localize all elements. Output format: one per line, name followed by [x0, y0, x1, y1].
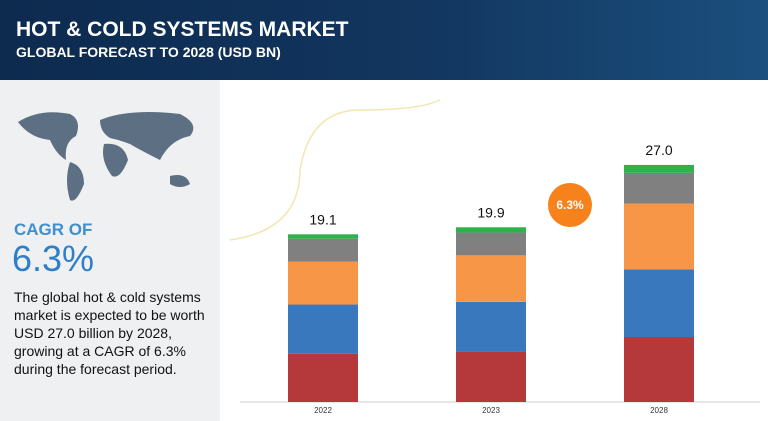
decor-curve: [229, 99, 441, 241]
bar-segment: [624, 164, 694, 173]
bar-segment: [456, 255, 526, 302]
subtitle: GLOBAL FORECAST TO 2028 (USD BN): [16, 44, 281, 60]
cagr-badge-label: 6.3%: [556, 198, 584, 212]
x-tick-label: 2028: [650, 406, 668, 415]
cagr-badge: [548, 183, 592, 227]
bar-segment: [288, 238, 358, 262]
sidebar: CAGR OF 6.3% The global hot & cold syste…: [0, 80, 220, 421]
x-tick-label: 2023: [482, 406, 500, 415]
total-label: 19.1: [309, 211, 336, 227]
bar-segment: [456, 301, 526, 352]
bar-segment: [624, 203, 694, 270]
title: HOT & COLD SYSTEMS MARKET: [16, 18, 349, 41]
total-label: 27.0: [645, 142, 672, 158]
bar-segment: [456, 227, 526, 233]
bar-segment: [288, 304, 358, 354]
bar-segment: [456, 232, 526, 256]
bar-segment: [288, 234, 358, 239]
world-map: [18, 112, 194, 201]
cagr-label: CAGR OF: [14, 220, 93, 239]
bar-segment: [288, 261, 358, 305]
x-tick-label: 2022: [314, 406, 332, 415]
bar-segment: [456, 351, 526, 402]
bar-segment: [624, 337, 694, 402]
bar-segment: [288, 353, 358, 402]
header: HOT & COLD SYSTEMS MARKET GLOBAL FORECAS…: [0, 0, 768, 80]
map-shape: [18, 112, 194, 201]
cagr-value: 6.3%: [12, 238, 95, 279]
bar-segment: [624, 172, 694, 204]
description: The global hot & cold systems market is …: [14, 289, 205, 377]
bar-segment: [624, 269, 694, 338]
total-label: 19.9: [477, 204, 504, 220]
